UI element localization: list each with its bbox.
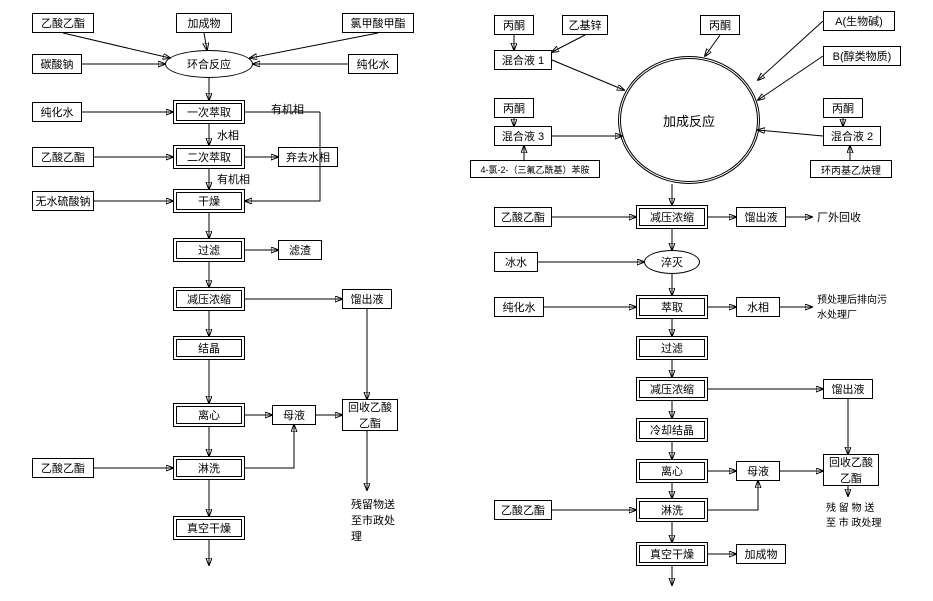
left-in-c: 氯甲酸甲酯 — [342, 13, 414, 33]
left-label-aqueous: 水相 — [214, 126, 242, 144]
r-mix3: 混合液 3 — [494, 126, 552, 146]
left-recycle: 回收乙酸乙酯 — [342, 399, 398, 431]
r-distill2: 馏出液 — [823, 379, 873, 399]
left-step-vacdry: 真空干燥 — [173, 516, 245, 540]
r-mix1: 混合液 1 — [494, 50, 552, 70]
r-side-liacet: 环丙基乙炔锂 — [810, 160, 892, 178]
r-step-extract: 萃取 — [636, 295, 708, 319]
r-step-filter: 过滤 — [636, 336, 708, 360]
left-label-organic2: 有机相 — [214, 170, 253, 188]
left-label-waste: 残留物送至市政处理 — [348, 495, 408, 545]
r-in-bioalk: A(生物碱) — [823, 11, 895, 31]
left-distill: 馏出液 — [342, 289, 392, 309]
r-mix2: 混合液 2 — [823, 126, 881, 146]
r-addon: 加成物 — [736, 544, 786, 564]
r-pretreat: 预处理后排向污水处理厂 — [814, 290, 892, 322]
left-label-organic: 有机相 — [268, 100, 307, 118]
left-step-centrif: 离心 — [173, 403, 245, 427]
left-in-a: 乙酸乙酯 — [32, 13, 94, 33]
r-outrecycle: 厂外回收 — [814, 208, 864, 226]
r-waste: 残 留 物 送 至 市 政处理 — [823, 498, 889, 530]
r-side-acetone3: 丙酮 — [494, 98, 534, 118]
r-step-evap2: 减压浓缩 — [636, 377, 708, 401]
r-reaction-circle: 加成反应 — [618, 56, 760, 184]
left-in-e: 纯化水 — [348, 54, 398, 74]
r-in-znet2: 乙基锌 — [562, 15, 608, 35]
left-mother: 母液 — [272, 405, 316, 425]
r-side-amine: 4-氯-2-（三氟乙酰基）苯胺 — [470, 160, 600, 178]
left-side-purewater: 纯化水 — [32, 102, 82, 122]
left-in-d: 碳酸钠 — [32, 54, 82, 74]
r-side-acetone4: 丙酮 — [823, 98, 863, 118]
r-in-alcohol: B(醇类物质) — [823, 46, 901, 66]
r-distill: 馏出液 — [736, 207, 786, 227]
r-aqueous: 水相 — [736, 297, 780, 317]
r-recycle: 回收乙酸乙酯 — [823, 454, 879, 486]
r-side-ea2: 乙酸乙酯 — [494, 500, 552, 520]
left-step-extract1: 一次萃取 — [173, 100, 245, 124]
r-mother: 母液 — [736, 461, 780, 481]
left-side-ea: 乙酸乙酯 — [32, 147, 94, 167]
left-step-extract2: 二次萃取 — [173, 145, 245, 169]
r-step-coolcryst: 冷却结晶 — [636, 418, 708, 442]
r-step-rinse: 淋洗 — [636, 498, 708, 522]
left-step-cryst: 结晶 — [173, 336, 245, 360]
left-side-ea2: 乙酸乙酯 — [32, 458, 94, 478]
left-side-na2so4: 无水硫酸钠 — [32, 191, 94, 211]
left-step-evap: 减压浓缩 — [173, 287, 245, 311]
left-residue: 滤渣 — [278, 240, 322, 260]
r-step-vacdry: 真空干燥 — [636, 542, 708, 566]
left-step-filter: 过滤 — [173, 238, 245, 262]
left-discard-aq: 弃去水相 — [278, 147, 338, 167]
r-step-centrif: 离心 — [636, 459, 708, 483]
left-step-dry: 干燥 — [173, 189, 245, 213]
r-step-evap: 减压浓缩 — [636, 205, 708, 229]
r-in-acetone1: 丙酮 — [494, 15, 534, 35]
r-side-purewater: 纯化水 — [494, 297, 544, 317]
connectors — [0, 0, 933, 601]
left-reaction: 环合反应 — [165, 50, 253, 78]
r-in-acetone2: 丙酮 — [700, 15, 740, 35]
left-in-b: 加成物 — [176, 13, 232, 33]
left-step-rinse: 淋洗 — [173, 456, 245, 480]
r-side-ea: 乙酸乙酯 — [494, 207, 552, 227]
r-side-icewater: 冰水 — [494, 252, 538, 272]
r-step-quench: 淬灭 — [644, 250, 700, 274]
